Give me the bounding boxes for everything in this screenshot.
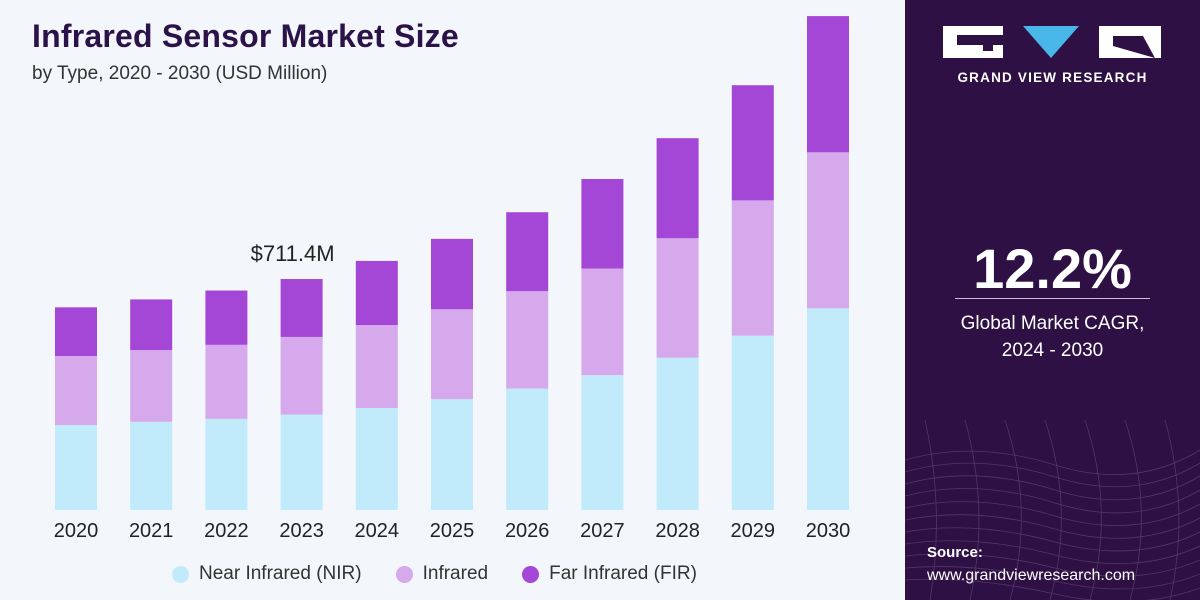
x-tick-label-2027: 2027 bbox=[580, 520, 625, 542]
legend-label-fir: Far Infrared (FIR) bbox=[549, 563, 697, 584]
bar-2025-far-infrared-fir bbox=[431, 238, 473, 310]
legend-label-infrared: Infrared bbox=[422, 563, 489, 584]
chart-title: Infrared Sensor Market Size bbox=[32, 18, 459, 54]
bar-2027-near-infrared-nir bbox=[581, 375, 624, 510]
cagr-label-line1: Global Market CAGR, bbox=[960, 313, 1145, 334]
bar-2026-near-infrared-nir bbox=[506, 388, 549, 510]
bar-2023-infrared bbox=[280, 336, 323, 415]
bar-2021-near-infrared-nir bbox=[130, 421, 173, 510]
legend-label-nir: Near Infrared (NIR) bbox=[199, 563, 362, 584]
data-label-2023: $711.4M bbox=[251, 241, 335, 266]
bar-2029-infrared bbox=[731, 200, 774, 336]
bar-2023-near-infrared-nir bbox=[280, 414, 323, 510]
legend-swatch-fir bbox=[522, 565, 540, 583]
bar-2022-far-infrared-fir bbox=[205, 290, 248, 345]
legend-swatch-infrared bbox=[395, 565, 413, 583]
chart-panel: Infrared Sensor Market Size by Type, 202… bbox=[32, 16, 851, 585]
side-panel: GRAND VIEW RESEARCH 12.2% Global Market … bbox=[905, 0, 1200, 600]
bar-2025-near-infrared-nir bbox=[431, 399, 473, 510]
source-url-link[interactable]: www.grandviewresearch.com bbox=[927, 567, 1136, 584]
bar-2024-far-infrared-fir bbox=[355, 260, 398, 326]
cagr-value: 12.2% bbox=[973, 237, 1132, 300]
x-tick-label-2021: 2021 bbox=[129, 520, 174, 542]
bar-2024-near-infrared-nir bbox=[355, 408, 398, 510]
bar-2025-infrared bbox=[431, 309, 473, 400]
bar-2030-near-infrared-nir bbox=[807, 308, 849, 510]
bar-2020-infrared bbox=[55, 356, 97, 426]
bar-2021-infrared bbox=[130, 350, 173, 422]
legend-item-nir: Near Infrared (NIR) bbox=[172, 563, 362, 585]
source-label: Source: bbox=[927, 544, 983, 561]
chart-legend: Near Infrared (NIR) Infrared Far Infrare… bbox=[172, 563, 731, 585]
grand-view-research-logo bbox=[943, 26, 1161, 58]
wave-pattern-decoration bbox=[905, 420, 1200, 600]
bar-2029-near-infrared-nir bbox=[731, 335, 774, 510]
x-tick-label-2024: 2024 bbox=[355, 520, 400, 542]
bar-2026-infrared bbox=[506, 291, 549, 389]
bar-2020-near-infrared-nir bbox=[55, 425, 97, 510]
x-tick-label-2025: 2025 bbox=[430, 520, 475, 542]
cagr-divider bbox=[955, 298, 1150, 299]
legend-swatch-nir bbox=[172, 565, 189, 583]
x-tick-label-2026: 2026 bbox=[505, 520, 550, 542]
bar-2029-far-infrared-fir bbox=[731, 85, 774, 201]
bar-2028-infrared bbox=[656, 238, 699, 358]
bar-2028-near-infrared-nir bbox=[656, 357, 699, 510]
bar-2027-infrared bbox=[581, 268, 624, 376]
bar-2030-far-infrared-fir bbox=[807, 16, 849, 153]
stacked-bar-chart: 2020 2021 2022 2023 $711.4M 2024 2025 2026 2027 2… bbox=[54, 16, 851, 542]
bar-2023-far-infrared-fir bbox=[280, 279, 323, 337]
legend-item-fir: Far Infrared (FIR) bbox=[522, 563, 697, 585]
bar-2026-far-infrared-fir bbox=[506, 212, 549, 292]
cagr-label-line2: 2024 - 2030 bbox=[1001, 340, 1104, 361]
bar-2028-far-infrared-fir bbox=[656, 138, 699, 239]
x-tick-label-2020: 2020 bbox=[54, 520, 99, 542]
x-tick-label-2023: 2023 bbox=[279, 520, 324, 542]
brand-name: GRAND VIEW RESEARCH bbox=[957, 70, 1148, 85]
x-tick-label-2029: 2029 bbox=[731, 520, 776, 542]
cagr-label: Global Market CAGR, 2024 - 2030 bbox=[905, 310, 1200, 364]
x-tick-label-2022: 2022 bbox=[204, 520, 249, 542]
bar-2024-infrared bbox=[355, 325, 398, 408]
bar-2022-infrared bbox=[205, 344, 248, 419]
x-tick-label-2030: 2030 bbox=[806, 520, 851, 542]
bar-2027-far-infrared-fir bbox=[581, 178, 624, 269]
bar-2020-far-infrared-fir bbox=[55, 307, 97, 357]
x-tick-label-2028: 2028 bbox=[655, 520, 700, 542]
chart-subtitle: by Type, 2020 - 2030 (USD Million) bbox=[32, 63, 328, 84]
legend-item-infrared: Infrared bbox=[395, 563, 489, 585]
bar-2030-infrared bbox=[807, 152, 849, 309]
bar-2022-near-infrared-nir bbox=[205, 418, 248, 510]
bar-2021-far-infrared-fir bbox=[130, 299, 173, 351]
